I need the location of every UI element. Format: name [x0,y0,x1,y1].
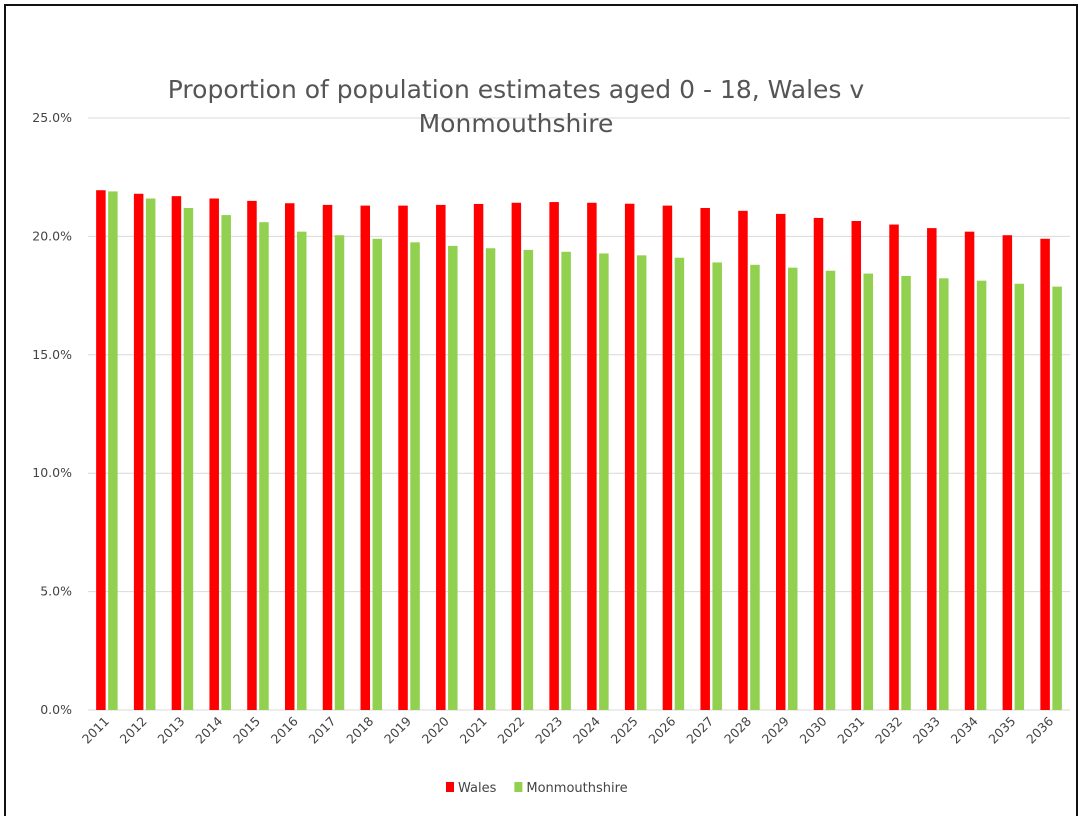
bar-wales-2031 [851,221,862,710]
chart-title: Proportion of population estimates aged … [168,75,865,138]
chart-title-line: Proportion of population estimates aged … [168,75,865,104]
bar-monmouthshire-2031 [863,273,874,710]
bar-wales-2027 [700,207,710,710]
x-tick-label: 2017 [306,714,339,747]
bar-wales-2034 [964,231,975,710]
bar-monmouthshire-2033 [939,278,949,710]
bar-wales-2033 [927,228,937,710]
bar-monmouthshire-2036 [1052,286,1062,710]
bar-monmouthshire-2017 [334,235,345,710]
bar-wales-2017 [322,204,333,711]
bar-wales-2015 [247,200,257,710]
bar-wales-2019 [398,205,408,710]
x-tick-label: 2034 [948,713,981,746]
x-tick-label: 2011 [79,714,112,747]
y-tick-label: 0.0% [40,702,72,717]
legend-swatch-monmouthshire [514,782,523,792]
bar-wales-2025 [624,203,635,710]
x-axis-tick-labels: 2011 2012 2013 2014 2015 2016 2017 2018 2019 2020… [79,713,1056,746]
y-tick-label: 25.0% [32,110,72,125]
x-tick-label: 2015 [230,714,263,747]
bar-wales-2013 [171,196,182,711]
bar-wales-2022 [511,202,522,710]
legend-swatch-wales [446,782,454,792]
bar-monmouthshire-2023 [561,251,571,711]
legend-label-monmouthshire: Monmouthshire [526,781,627,796]
bar-wales-2026 [662,205,673,710]
x-tick-label: 2022 [494,714,527,747]
bar-monmouthshire-2034 [976,280,987,710]
bar-wales-2035 [1002,235,1013,710]
bar-wales-2036 [1040,238,1050,710]
x-tick-label: 2026 [645,713,678,746]
bar-wales-2012 [133,193,144,710]
bar-wales-2020 [436,204,446,711]
x-tick-label: 2035 [985,714,1018,747]
y-tick-label: 20.0% [32,228,72,243]
x-tick-label: 2023 [532,714,565,747]
bar-monmouthshire-2014 [221,215,231,710]
bar-monmouthshire-2016 [296,231,307,710]
bar-wales-2032 [889,224,899,710]
bar-monmouthshire-2028 [750,264,760,710]
x-tick-label: 2027 [683,714,716,747]
y-axis-tick-labels: 0.0% 5.0% 10.0% 15.0% 20.0% 25.0% [32,110,72,717]
x-tick-label: 2025 [608,714,641,747]
x-tick-label: 2033 [910,714,943,747]
bar-wales-2011 [96,190,106,710]
bar-monmouthshire-2012 [145,198,156,710]
bar-monmouthshire-2020 [448,245,458,710]
x-tick-label: 2024 [570,713,603,746]
bar-wales-2023 [549,202,559,710]
x-tick-label: 2012 [117,714,150,747]
chart-frame: Proportion of population estimates aged … [4,4,1078,816]
x-tick-label: 2018 [343,713,376,746]
bar-wales-2024 [587,202,597,710]
x-tick-label: 2020 [419,713,452,746]
gridlines [88,117,1070,711]
chart-title-line: Monmouthshire [419,109,614,138]
x-tick-label: 2013 [154,714,187,747]
legend: Wales Monmouthshire [446,781,628,796]
bar-wales-2021 [473,203,484,710]
bar-monmouthshire-2018 [372,238,383,710]
bar-chart: Proportion of population estimates aged … [32,75,1070,796]
bar-monmouthshire-2011 [108,191,118,710]
x-tick-label: 2032 [872,714,905,747]
legend-label-wales: Wales [458,781,497,796]
x-tick-label: 2029 [759,713,792,746]
x-tick-label: 2036 [1023,713,1056,746]
bar-wales-2028 [738,210,748,710]
x-tick-label: 2028 [721,713,754,746]
x-tick-label: 2031 [834,714,867,747]
bar-wales-2029 [775,213,786,711]
bar-monmouthshire-2013 [183,207,194,710]
bar-monmouthshire-2022 [523,249,534,711]
bar-monmouthshire-2024 [599,253,609,711]
x-tick-label: 2021 [457,714,490,747]
bar-monmouthshire-2015 [259,222,269,710]
bar-monmouthshire-2032 [901,275,911,710]
bar-monmouthshire-2035 [1014,283,1025,710]
x-tick-label: 2014 [192,713,225,746]
bar-monmouthshire-2030 [825,270,836,710]
bar-monmouthshire-2021 [485,248,496,711]
x-tick-label: 2019 [381,713,414,746]
bar-monmouthshire-2025 [636,255,647,710]
x-tick-label: 2030 [797,713,830,746]
bar-wales-2018 [360,205,371,710]
bar-monmouthshire-2019 [410,242,420,710]
bar-monmouthshire-2026 [674,257,685,710]
x-tick-label: 2016 [268,713,301,746]
bar-wales-2016 [284,203,295,711]
bar-wales-2030 [813,217,824,710]
bar-monmouthshire-2029 [787,267,798,710]
y-tick-label: 10.0% [32,465,72,480]
bar-monmouthshire-2027 [712,262,722,710]
bars [96,190,1062,711]
y-tick-label: 15.0% [32,347,72,362]
bar-wales-2014 [209,198,219,710]
y-tick-label: 5.0% [40,584,72,599]
